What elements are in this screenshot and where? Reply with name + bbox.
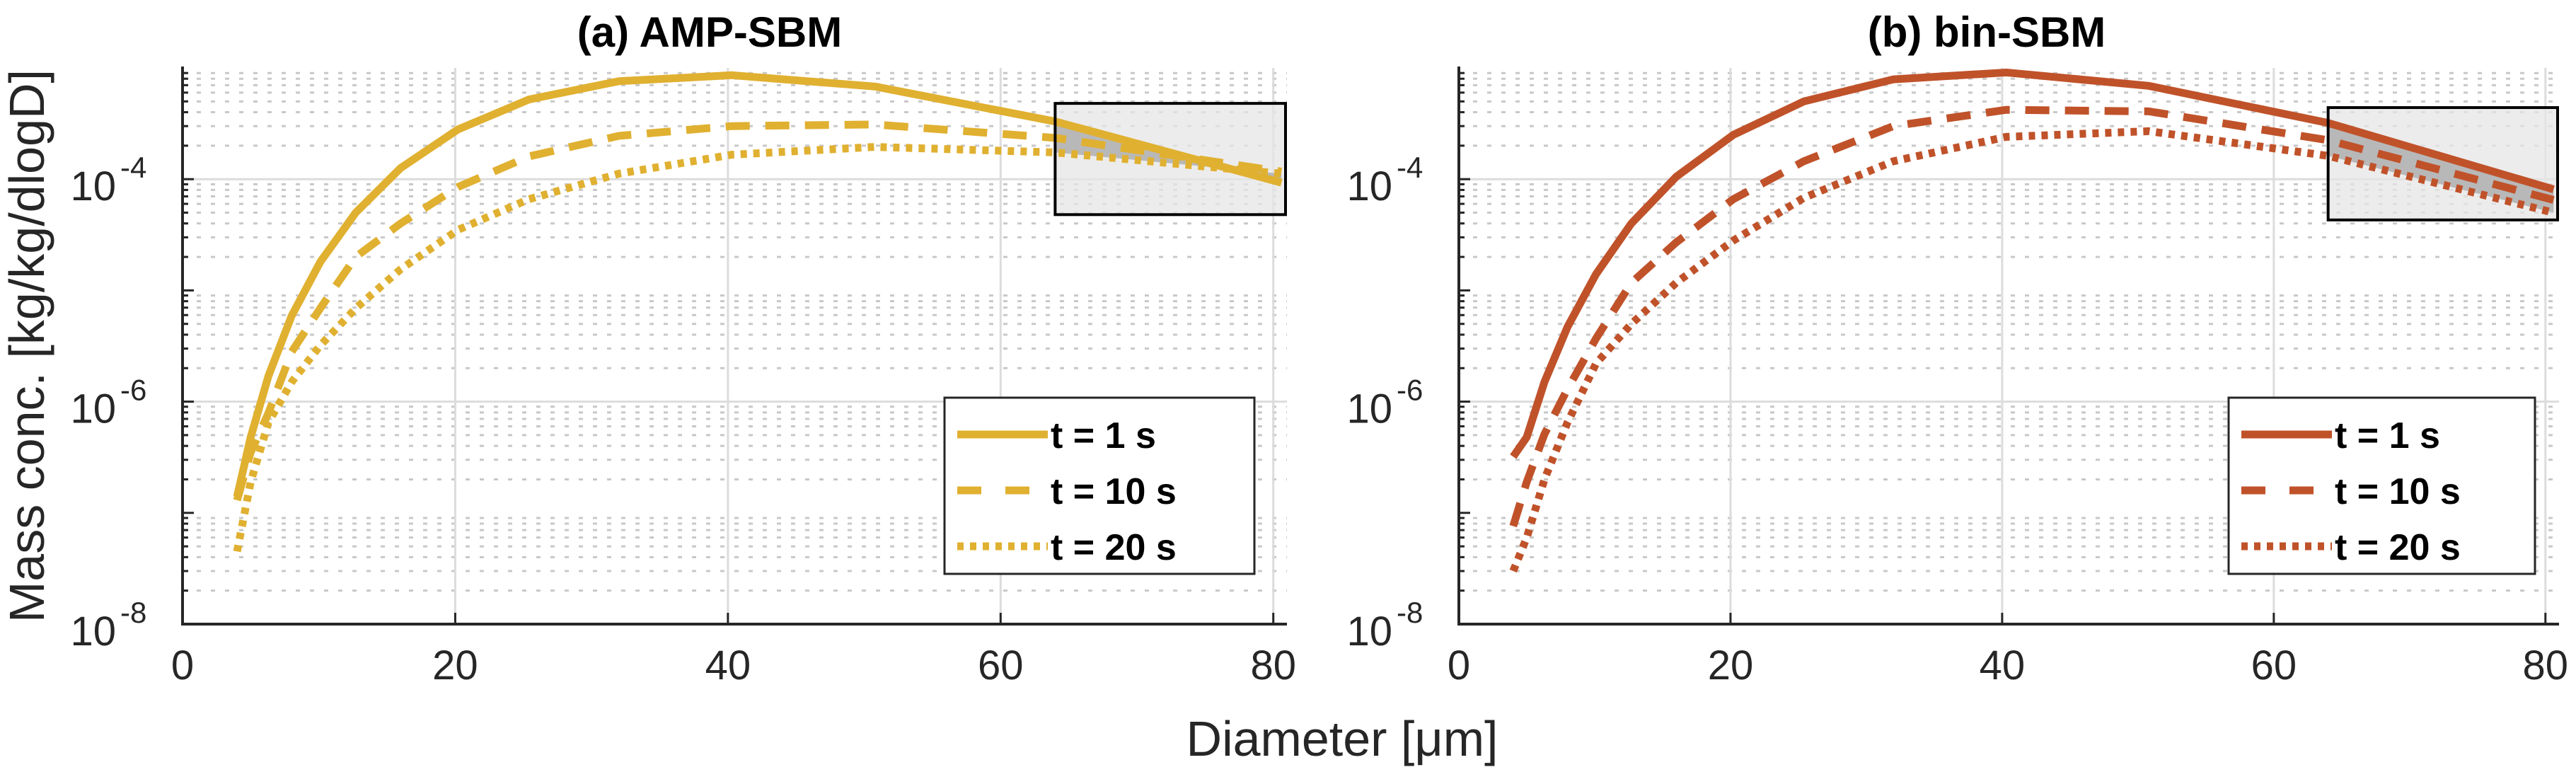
series-group [1509, 68, 2555, 573]
highlight-band [2328, 122, 2554, 213]
highlight-region [2328, 108, 2559, 220]
legend: t = 1 s t = 10 s t = 20 s [2227, 396, 2536, 575]
x-tick-label: 80 [2523, 643, 2569, 689]
series-line-dotted [1509, 127, 2555, 573]
legend-label: t = 10 s [1051, 471, 1177, 512]
legend-label: t = 1 s [2335, 415, 2440, 456]
y-tick-label-base: 10 [1346, 163, 1392, 209]
x-axis-label: Diameter [μm] [1186, 711, 1498, 766]
legend-label: t = 20 s [1051, 527, 1177, 568]
series-line-dashed [233, 120, 1283, 502]
y-tick-label-base: 10 [70, 386, 116, 432]
x-tick-label: 60 [2251, 643, 2297, 689]
y-tick-label-base: 10 [70, 609, 116, 655]
y-tick-label-exponent: -6 [1397, 374, 1423, 407]
x-tick-label: 0 [171, 643, 194, 689]
highlight-box-border [2326, 106, 2560, 221]
panel-title: (a) AMP-SBM [577, 8, 842, 56]
highlight-box-border [1053, 102, 1287, 217]
legend-label: t = 20 s [2335, 527, 2461, 568]
y-axis-label: Mass conc. [kg/kg/dlogD] [0, 69, 54, 623]
x-tick-label: 80 [1250, 643, 1296, 689]
series-line-dashed [1509, 105, 2555, 528]
series-group [233, 71, 1283, 553]
y-tick-label-exponent: -4 [1397, 151, 1423, 184]
y-tick-label-base: 10 [1346, 609, 1392, 655]
y-tick-label-base: 10 [70, 163, 116, 209]
y-tick-label-exponent: -4 [120, 151, 146, 184]
x-tick-label: 40 [1980, 643, 2026, 689]
legend-label: t = 1 s [1051, 415, 1156, 456]
x-tick-label: 20 [432, 643, 478, 689]
y-tick-label-base: 10 [1346, 386, 1392, 432]
x-tick-label: 40 [705, 643, 751, 689]
series-line-dotted [233, 143, 1282, 553]
y-tick-label-exponent: -6 [120, 374, 146, 407]
legend-label: t = 10 s [2335, 471, 2461, 512]
series-line-solid [1510, 68, 2555, 459]
x-tick-label: 0 [1448, 643, 1470, 689]
legend: t = 1 s t = 10 s t = 20 s [943, 396, 1256, 575]
x-tick-label: 20 [1708, 643, 1754, 689]
y-tick-label-exponent: -8 [1397, 596, 1423, 629]
panel-title: (b) bin-SBM [1868, 8, 2106, 56]
y-tick-label-exponent: -8 [120, 596, 146, 629]
x-tick-label: 60 [978, 643, 1024, 689]
series-line-solid [233, 71, 1283, 498]
